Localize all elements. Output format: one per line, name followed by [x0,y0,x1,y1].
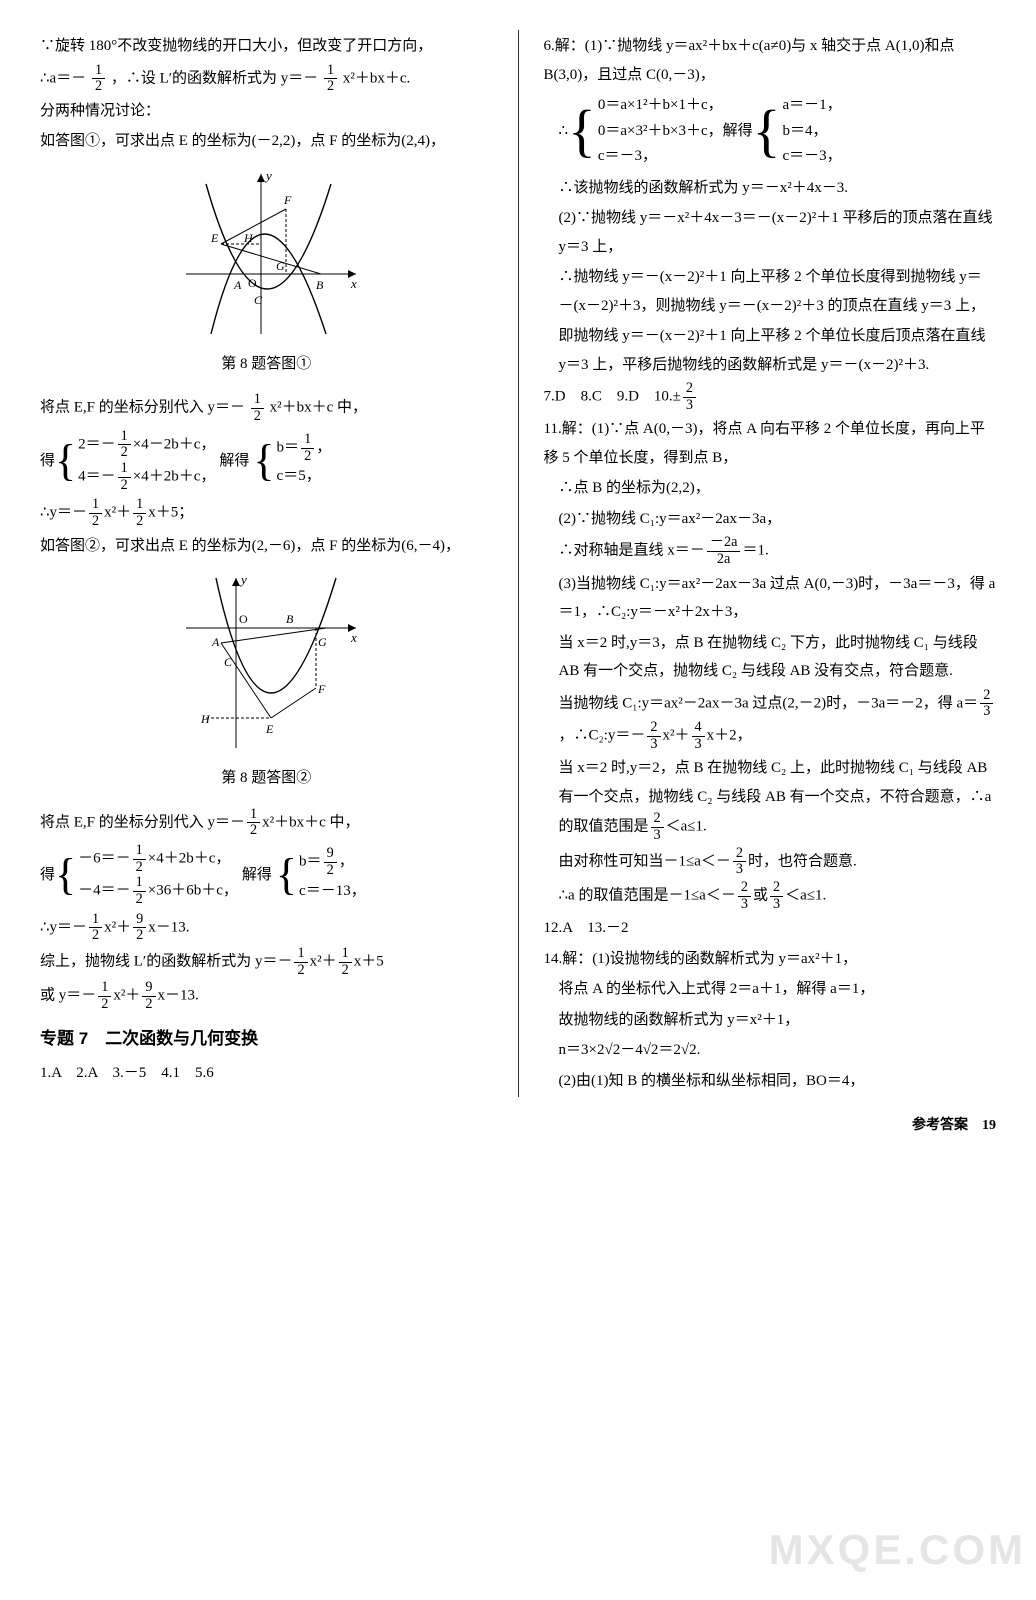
text-line: ∴抛物线 y＝－(x－2)²＋1 向上平移 2 个单位长度得到抛物线 y＝－(x… [544,263,997,320]
watermark: MXQE.COM [769,1510,1026,1590]
answers-line: 1.A 2.A 3.－5 4.1 5.6 [40,1059,493,1088]
column-divider [518,30,519,1097]
text-line: ∴该抛物线的函数解析式为 y＝－x²＋4x－3. [544,174,997,203]
text-line: 当抛物线 C₁:y＝ax²－2ax－3a 过点(2,－2)时，－3a＝－2，得 … [544,688,997,753]
text-line: (2)由(1)知 B 的横坐标和纵坐标相同，BO＝4， [544,1067,997,1096]
svg-text:F: F [283,193,292,207]
text-line: 或 y＝－12x²＋92x－13. [40,980,493,1012]
text-line: 如答图②，可求出点 E 的坐标为(2,－6)，点 F 的坐标为(6,－4)， [40,532,493,561]
text-line: 分两种情况讨论： [40,97,493,126]
svg-text:H: H [243,231,254,245]
text-line: ∴点 B 的坐标为(2,2)， [544,474,997,503]
svg-text:E: E [265,722,274,736]
text-line: ∴a＝－ 12 ，∴设 L′的函数解析式为 y＝－ 12 x²＋bx＋c. [40,63,493,95]
left-brace-icon: { [55,439,76,483]
text-line: 将点 E,F 的坐标分别代入 y＝－ 12 x²＋bx＋c 中， [40,392,493,424]
svg-text:G: G [276,259,285,273]
left-brace-icon: { [276,853,297,897]
svg-text:B: B [316,278,324,292]
text-line: 当 x＝2 时,y＝2，点 B 在抛物线 C₂ 上，此时抛物线 C₁ 与线段 A… [544,754,997,843]
text-line: (2)∵抛物线 C₁:y＝ax²－2ax－3a， [544,505,997,534]
svg-text:y: y [264,168,272,183]
text-line: (3)当抛物线 C₁:y＝ax²－2ax－3a 过点 A(0,－3)时，－3a＝… [544,570,997,627]
right-column: 6.解：(1)∵抛物线 y＝ax²＋bx＋c(a≠0)与 x 轴交于点 A(1,… [544,30,997,1097]
section-title: 专题 7 二次函数与几何变换 [40,1023,493,1055]
svg-text:F: F [317,682,326,696]
text-span: 将点 E,F 的坐标分别代入 y＝－ [40,400,245,416]
svg-text:H: H [200,712,211,726]
svg-text:x: x [350,630,357,645]
text-line: 将点 A 的坐标代入上式得 2＝a＋1，解得 a＝1， [544,975,997,1004]
figure-2: y x O A B C E F G H [40,568,493,758]
text-line: 即抛物线 y＝－(x－2)²＋1 向上平移 2 个单位长度后顶点落在直线 y＝3… [544,322,997,379]
equation-brace: ∴ { 0＝a×1²＋b×1＋c， 0＝a×3²＋b×3＋c，解得 c＝－3， … [544,93,997,170]
text-line: ∴a 的取值范围是－1≤a＜－23或23＜a≤1. [544,880,997,912]
svg-text:x: x [350,276,357,291]
left-brace-icon: { [253,439,274,483]
text-line: 12.A 13.－2 [544,914,997,943]
text-line: ∴y＝－12x²＋12x＋5； [40,497,493,529]
text-span: x²＋bx＋c 中， [270,400,367,416]
fraction: 12 [92,63,105,95]
text-span: 得 [40,447,55,476]
figure-1-caption: 第 8 题答图① [40,350,493,379]
text-line: 综上，抛物线 L′的函数解析式为 y＝－12x²＋12x＋5 [40,946,493,978]
text-span: x²＋bx＋c. [343,70,410,86]
figure-1: y x O A B C E F G H [40,164,493,344]
equation-brace: 得 { －6＝－12×4＋2b＋c， －4＝－12×36＋6b＋c， 解得 { … [40,843,493,908]
equation-brace: 得 { 2＝－12×4－2b＋c， 4＝－12×4＋2b＋c， 解得 { b＝1… [40,429,493,494]
text-line: 7.D 8.C 9.D 10.±23 [544,381,997,413]
text-line: ∴对称轴是直线 x＝－－2a2a＝1. [544,535,997,567]
text-line: 14.解：(1)设抛物线的函数解析式为 y＝ax²＋1， [544,945,997,974]
text-line: (2)∵抛物线 y＝－x²＋4x－3＝－(x－2)²＋1 平移后的顶点落在直线 … [544,204,997,261]
left-column: ∵旋转 180°不改变抛物线的开口大小，但改变了开口方向， ∴a＝－ 12 ，∴… [40,30,493,1097]
text-line: 11.解：(1)∵点 A(0,－3)，将点 A 向右平移 2 个单位长度，再向上… [544,415,997,472]
figure-2-caption: 第 8 题答图② [40,764,493,793]
fraction: 12 [324,63,337,95]
svg-text:O: O [239,612,248,626]
text-line: 6.解：(1)∵抛物线 y＝ax²＋bx＋c(a≠0)与 x 轴交于点 A(1,… [544,32,997,89]
page-footer: 参考答案 19 [40,1113,996,1140]
text-line: ∵旋转 180°不改变抛物线的开口大小，但改变了开口方向， [40,32,493,61]
text-line: 由对称性可知当－1≤a＜－23时，也符合题意. [544,846,997,878]
text-line: 将点 E,F 的坐标分别代入 y＝－12x²＋bx＋c 中， [40,807,493,839]
svg-text:A: A [233,278,242,292]
svg-text:E: E [210,231,219,245]
text-line: ∴y＝－12x²＋92x－13. [40,912,493,944]
left-brace-icon: { [568,102,596,160]
svg-text:C: C [224,655,233,669]
text-line: 如答图①，可求出点 E 的坐标为(－2,2)，点 F 的坐标为(2,4)， [40,127,493,156]
left-brace-icon: { [753,102,781,160]
text-span: ，∴设 L′的函数解析式为 y＝－ [111,70,318,86]
text-span: 解得 [219,447,249,476]
svg-text:A: A [211,635,220,649]
left-brace-icon: { [55,853,76,897]
svg-text:G: G [318,635,327,649]
fraction: 12 [251,392,264,424]
svg-text:y: y [239,572,247,587]
text-span: ∴a＝－ [40,70,86,86]
text-line: 故抛物线的函数解析式为 y＝x²＋1， [544,1006,997,1035]
svg-text:O: O [248,276,257,290]
text-line: n＝3×2√2－4√2＝2√2. [544,1036,997,1065]
text-line: 当 x＝2 时,y＝3，点 B 在抛物线 C₂ 下方，此时抛物线 C₁ 与线段 … [544,629,997,686]
svg-text:B: B [286,612,294,626]
svg-text:C: C [254,293,263,307]
